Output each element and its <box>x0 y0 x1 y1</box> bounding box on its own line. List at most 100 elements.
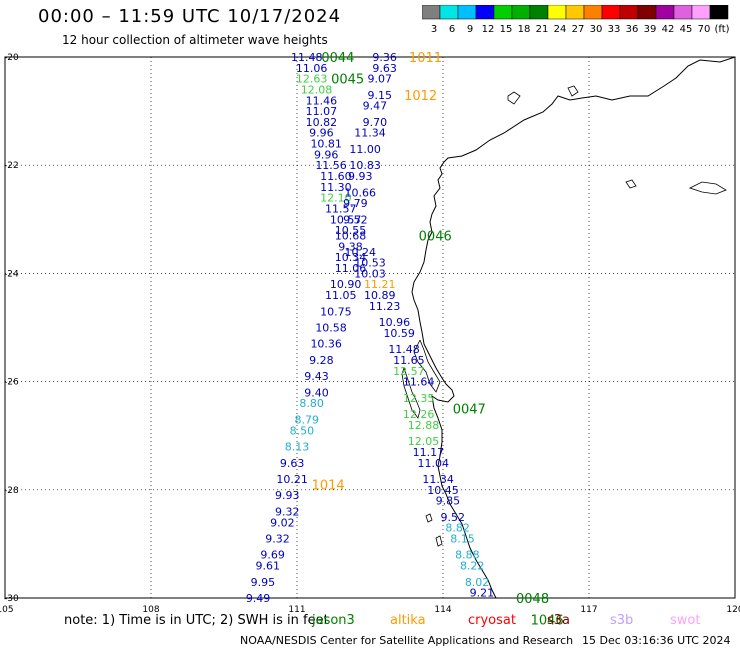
satellite-legend-item: altika <box>390 613 426 628</box>
island-outline <box>625 179 637 189</box>
wave-height-label: 12.88 <box>408 419 440 432</box>
colorbar-label: 6 <box>449 24 455 35</box>
wave-height-label: 11.34 <box>354 127 386 140</box>
wave-height-label: 10.36 <box>310 338 342 351</box>
lat-tick-label: -24 <box>4 269 19 279</box>
wave-height-label: 12.08 <box>301 83 333 96</box>
wave-height-label: 10.90 <box>330 278 362 291</box>
wave-height-label: 11.30 <box>320 181 352 194</box>
wave-height-label: 9.15 <box>367 89 392 102</box>
wave-height-label: 10.55 <box>335 224 367 237</box>
wave-height-label: 11.07 <box>306 105 338 118</box>
wave-height-label: 9.63 <box>280 457 305 470</box>
map-title: 00:00 – 11:59 UTC 10/17/2024 <box>38 6 342 27</box>
pass-time-label: 0045 <box>331 73 364 88</box>
coastline <box>411 56 736 599</box>
wave-height-label: 9.96 <box>309 127 334 140</box>
wave-height-label: 10.81 <box>310 138 342 151</box>
colorbar-label: 39 <box>644 24 657 35</box>
wave-height-label: 9.63 <box>372 62 397 75</box>
wave-height-label: 12.63 <box>296 73 328 86</box>
wave-height-label: 10.53 <box>354 257 386 270</box>
colorbar-label: 15 <box>500 24 513 35</box>
lat-tick-label: -30 <box>4 594 19 604</box>
wave-height-label: 9.32 <box>275 505 300 518</box>
pass-time-label: 0047 <box>453 403 486 418</box>
wave-height-label: 8.22 <box>460 560 485 573</box>
note-text: note: 1) Time is in UTC; 2) SWH is in fe… <box>64 613 329 628</box>
pass-time-label: 1012 <box>404 89 437 104</box>
wave-height-label: 11.56 <box>315 159 347 172</box>
wave-height-label: 9.52 <box>343 213 368 226</box>
wave-height-label: 11.34 <box>422 473 454 486</box>
wave-height-label: 12.35 <box>403 392 435 405</box>
wave-height-label: 8.15 <box>450 532 475 545</box>
wave-height-label: 9.47 <box>363 100 388 113</box>
wave-height-label: 11.46 <box>306 94 338 107</box>
wave-height-label: 11.64 <box>403 376 435 389</box>
wave-height-label: 12.57 <box>393 365 425 378</box>
island-outline <box>425 513 433 523</box>
wave-height-label: 9.93 <box>275 489 300 502</box>
wave-height-label: 10.59 <box>383 327 415 340</box>
colorbar-label: 45 <box>680 24 693 35</box>
satellite-legend-item: s3b <box>610 613 634 628</box>
lon-tick-label: 108 <box>142 605 159 615</box>
wave-height-label: 9.32 <box>265 532 290 545</box>
wave-height-label: 9.02 <box>270 516 295 529</box>
wave-height-label: 9.96 <box>314 148 339 161</box>
colorbar-label: 3 <box>431 24 437 35</box>
wave-height-label: 9.07 <box>367 73 392 86</box>
lat-tick-label: -28 <box>4 486 19 496</box>
wave-height-label: 9.38 <box>338 240 363 253</box>
wave-height-label: 8.88 <box>455 549 480 562</box>
wave-height-label: 8.02 <box>465 576 490 589</box>
wave-height-label: 11.23 <box>369 300 401 313</box>
wave-height-label: 10.89 <box>364 289 396 302</box>
wave-height-label: 11.06 <box>296 62 328 75</box>
colorbar-label: (ft) <box>714 24 729 35</box>
colorbar-label: 24 <box>554 24 567 35</box>
colorbar-label: 12 <box>482 24 495 35</box>
wave-height-label: 9.52 <box>440 511 465 524</box>
wave-height-label: 9.21 <box>470 587 495 600</box>
wave-height-label: 9.43 <box>304 370 329 383</box>
wave-height-label: 11.17 <box>413 446 445 459</box>
wave-height-label: 10.58 <box>315 322 347 335</box>
wave-height-label: 10.03 <box>354 267 386 280</box>
peninsula-outline <box>401 367 421 419</box>
wave-height-label: 10.57 <box>330 213 362 226</box>
pass-time-label: 0044 <box>321 51 354 66</box>
wave-height-label: 12.05 <box>408 435 440 448</box>
island-outline <box>688 181 727 195</box>
wave-height-label: 9.93 <box>348 170 373 183</box>
wave-height-label: 10.21 <box>276 473 308 486</box>
satellite-legend-item: jason3 <box>312 613 355 628</box>
pass-time-label: 0046 <box>419 230 452 245</box>
wave-height-label: 10.66 <box>345 186 377 199</box>
wave-height-label: 10.75 <box>320 305 352 318</box>
wave-height-label: 10.24 <box>345 246 377 259</box>
wave-height-label: 8.80 <box>299 397 324 410</box>
wave-height-label: 11.05 <box>325 289 357 302</box>
colorbar-swatch <box>709 5 729 20</box>
pass-time-label: 1011 <box>409 51 442 66</box>
lat-tick-label: -20 <box>4 53 19 63</box>
shark-bay-outline <box>413 339 441 393</box>
wave-height-label: 9.70 <box>363 116 388 129</box>
colorbar-label: 27 <box>572 24 585 35</box>
map-subtitle: 12 hour collection of altimeter wave hei… <box>62 33 328 47</box>
lon-tick-label: 114 <box>434 605 451 615</box>
wave-height-label: 10.83 <box>349 159 381 172</box>
wave-height-label: 9.79 <box>343 197 368 210</box>
lon-tick-label: 105 <box>0 605 14 615</box>
lat-tick-label: -26 <box>4 378 19 388</box>
lon-tick-label: 120 <box>726 605 740 615</box>
colorbar-label: 9 <box>467 24 473 35</box>
wave-height-label: 11.06 <box>335 262 367 275</box>
wave-height-label: 9.85 <box>436 495 461 508</box>
satellite-legend-item: swot <box>670 613 701 628</box>
lon-tick-label: 117 <box>580 605 597 615</box>
wave-height-label: 11.00 <box>349 143 381 156</box>
lon-tick-label: 111 <box>288 605 305 615</box>
